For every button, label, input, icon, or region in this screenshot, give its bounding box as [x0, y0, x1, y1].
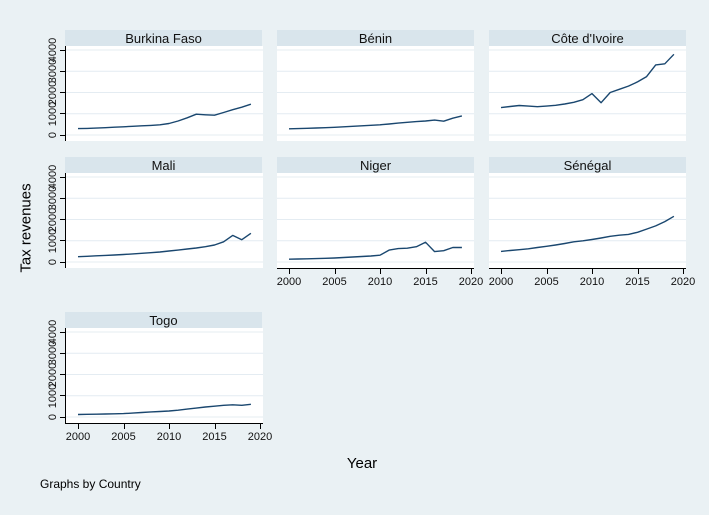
panel-title: Burkina Faso — [65, 30, 262, 46]
y-tick-mark — [60, 92, 65, 93]
x-tick-label: 2020 — [458, 276, 484, 288]
y-tick-mark — [60, 374, 65, 375]
plot-area: 2000 2005 2010 2015 2020 — [277, 173, 483, 288]
x-tick-mark — [169, 424, 170, 429]
y-tick-label: 2000 — [47, 80, 59, 105]
x-tick-label: 2000 — [276, 276, 302, 288]
x-tick-mark — [471, 269, 472, 274]
plot-area: 2000 2005 2010 2015 2020 — [489, 173, 695, 288]
y-tick-mark — [60, 49, 65, 51]
y-tick-mark — [60, 395, 65, 397]
panel-title: Togo — [65, 312, 262, 328]
plot-canvas — [277, 176, 474, 263]
plot-canvas — [66, 176, 263, 263]
x-tick-label: 2015 — [625, 276, 650, 288]
x-tick-label: 2015 — [413, 276, 438, 288]
plot-area: 0 1000 2000 3000 4000 2000 2005 2010 2015 2020 — [47, 320, 272, 443]
y-tick-mark — [60, 261, 65, 263]
plot-canvas — [66, 331, 263, 418]
x-tick-mark — [123, 424, 125, 429]
panel-title: Mali — [65, 157, 262, 173]
x-tick-mark — [592, 269, 593, 274]
x-tick-mark — [683, 269, 684, 274]
panel-c-te-d-ivoire: Côte d'Ivoire — [489, 30, 686, 141]
y-tick-label: 4000 — [47, 319, 59, 345]
y-tick-label: 0 — [47, 258, 59, 266]
x-axis-title: Year — [346, 455, 378, 472]
x-tick-mark — [260, 424, 261, 429]
line-series — [77, 103, 252, 130]
x-tick-label: 2010 — [156, 431, 182, 443]
y-tick-mark — [60, 197, 65, 199]
by-graph-note: Graphs by Country — [40, 477, 141, 491]
y-tick-mark — [60, 176, 65, 178]
x-tick-label: 2010 — [579, 276, 605, 288]
x-tick-mark — [546, 269, 548, 274]
plot-area: 0 1000 2000 3000 4000 — [47, 38, 263, 141]
panel-mali: Mali 0 1000 2000 3000 4000 — [47, 157, 263, 268]
y-tick-mark — [60, 331, 65, 333]
plot-canvas — [66, 49, 263, 136]
y-tick-label: 3000 — [47, 341, 59, 366]
x-tick-mark — [501, 269, 502, 274]
x-tick-mark — [214, 424, 216, 429]
panel-togo: Togo 0 1000 2000 3000 4000 2000 2005 2010 2015 202… — [47, 312, 272, 443]
y-tick-label: 4000 — [47, 37, 59, 63]
plot-canvas — [489, 176, 686, 263]
panel-niger: Niger 2000 2005 2010 2015 2020 — [277, 157, 483, 288]
line-series — [500, 215, 675, 253]
y-tick-mark — [60, 134, 65, 136]
x-tick-mark — [425, 269, 427, 274]
x-tick-label: 2005 — [322, 276, 347, 288]
plot-canvas — [489, 49, 686, 136]
line-series — [288, 115, 463, 130]
y-tick-label: 0 — [47, 131, 59, 139]
panel-title: Bénin — [277, 30, 474, 46]
y-tick-label: 3000 — [47, 186, 59, 211]
y-tick-label: 2000 — [47, 207, 59, 232]
panel-title: Côte d'Ivoire — [489, 30, 686, 46]
y-tick-mark — [60, 113, 65, 115]
line-series — [500, 53, 675, 109]
y-tick-label: 3000 — [47, 59, 59, 84]
y-tick-mark — [60, 352, 65, 354]
panel-title: Niger — [277, 157, 474, 173]
x-tick-mark — [334, 269, 336, 274]
x-tick-label: 2020 — [247, 431, 273, 443]
x-tick-label: 2000 — [65, 431, 91, 443]
x-tick-label: 2005 — [111, 431, 136, 443]
plot-area: 0 1000 2000 3000 4000 — [47, 165, 263, 268]
line-series — [77, 403, 251, 416]
line-series — [77, 232, 252, 258]
y-tick-label: 4000 — [47, 164, 59, 190]
plot-area — [489, 46, 686, 141]
y-tick-label: 0 — [47, 413, 59, 421]
y-tick-mark — [60, 70, 65, 72]
y-tick-mark — [60, 219, 65, 220]
plot-canvas — [277, 49, 474, 136]
x-tick-mark — [637, 269, 639, 274]
panel-title: Sénégal — [489, 157, 686, 173]
x-tick-label: 2020 — [670, 276, 696, 288]
x-tick-label: 2005 — [534, 276, 559, 288]
x-tick-label: 2015 — [202, 431, 227, 443]
x-tick-label: 2010 — [367, 276, 393, 288]
panel-s-n-gal: Sénégal 2000 2005 2010 2015 2020 — [489, 157, 695, 288]
x-tick-mark — [78, 424, 79, 429]
y-tick-label: 2000 — [47, 362, 59, 387]
x-tick-label: 2000 — [488, 276, 514, 288]
y-axis-title: Tax revenues — [17, 183, 35, 273]
y-tick-mark — [60, 240, 65, 242]
panel-burkina-faso: Burkina Faso 0 1000 2000 3000 4000 — [47, 30, 263, 141]
x-tick-mark — [380, 269, 381, 274]
plot-area — [277, 46, 474, 141]
panel-b-nin: Bénin — [277, 30, 474, 141]
y-tick-mark — [60, 416, 65, 418]
line-series — [288, 241, 462, 260]
x-tick-mark — [289, 269, 290, 274]
